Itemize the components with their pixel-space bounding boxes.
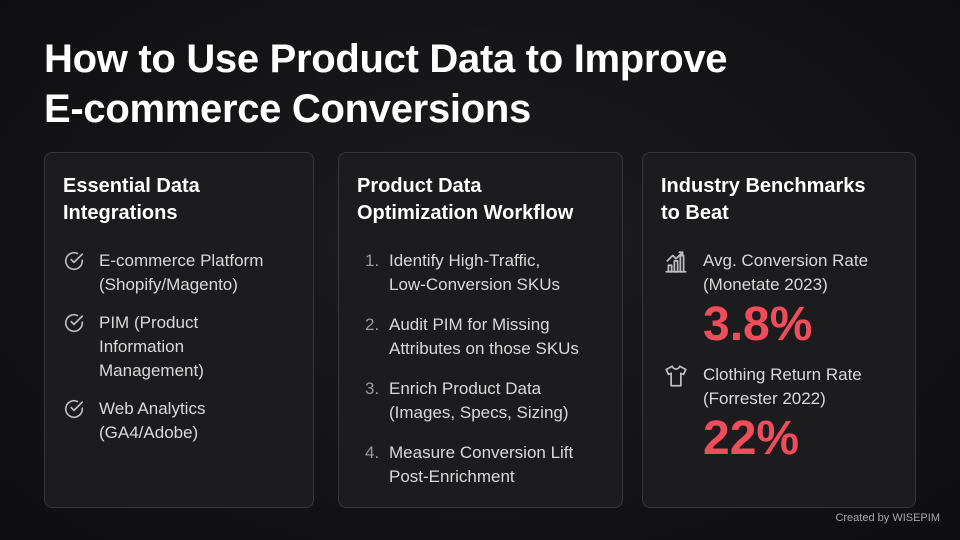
integration-item-line: E-commerce Platform — [99, 251, 264, 270]
step-text: Audit PIM for Missing Attributes on thos… — [389, 313, 579, 361]
step-line: Low-Conversion SKUs — [389, 275, 561, 294]
t-shirt-icon — [665, 365, 687, 387]
step-number: 4. — [365, 443, 380, 462]
workflow-steps-list: 1. Identify High-Traffic, Low-Conversion… — [357, 249, 604, 489]
step-line: Enrich Product Data — [389, 379, 542, 398]
step-line: Post-Enrichment — [389, 467, 515, 486]
benchmark-label-text: Avg. Conversion Rate (Monetate 2023) — [703, 249, 868, 297]
integration-item-ecommerce-platform: E-commerce Platform (Shopify/Magento) — [63, 249, 295, 297]
step-number: 1. — [365, 251, 380, 270]
integration-item-line: PIM (Product — [99, 313, 199, 332]
benchmark-return-rate: Clothing Return Rate (Forrester 2022) 22… — [661, 363, 897, 465]
integration-item-line: Management) — [99, 361, 204, 380]
step-line: Audit PIM for Missing — [389, 315, 550, 334]
benchmark-label-line: Clothing Return Rate — [703, 365, 862, 384]
benchmarks-list: Avg. Conversion Rate (Monetate 2023) 3.8… — [661, 249, 897, 465]
benchmark-label-text: Clothing Return Rate (Forrester 2022) — [703, 363, 862, 411]
integrations-title-line-1: Essential Data — [63, 175, 200, 197]
benchmarks-card-title: Industry Benchmarks to Beat — [661, 173, 897, 227]
workflow-card-title: Product Data Optimization Workflow — [357, 173, 604, 227]
benchmark-label-line: Avg. Conversion Rate — [703, 251, 869, 270]
integration-item-text: Web Analytics (GA4/Adobe) — [99, 397, 205, 445]
integration-item-web-analytics: Web Analytics (GA4/Adobe) — [63, 397, 295, 445]
step-line: (Images, Specs, Sizing) — [389, 403, 569, 422]
benchmark-value: 22% — [703, 412, 800, 465]
step-text: Measure Conversion Lift Post-Enrichment — [389, 441, 573, 489]
integration-item-text: PIM (Product Information Management) — [99, 311, 204, 383]
benchmarks-card: Industry Benchmarks to Beat Avg. Convers… — [642, 152, 916, 508]
workflow-title-line-2: Optimization Workflow — [357, 202, 574, 224]
step-number: 3. — [365, 379, 380, 398]
integration-item-text: E-commerce Platform (Shopify/Magento) — [99, 249, 263, 297]
integrations-card-title: Essential Data Integrations — [63, 173, 295, 227]
check-circle-icon — [64, 400, 84, 418]
integration-item-line: Information — [99, 337, 185, 356]
benchmarks-title-line-1: Industry Benchmarks — [661, 175, 866, 197]
credit-text: Created by WISEPIM — [835, 512, 940, 524]
benchmarks-title-line-2: to Beat — [661, 202, 729, 224]
page-title: How to Use Product Data to Improve E-com… — [44, 34, 904, 134]
page-title-line-2: E-commerce Conversions — [44, 87, 531, 131]
check-circle-icon — [64, 252, 84, 270]
integrations-card: Essential Data Integrations E-commerce P… — [44, 152, 314, 508]
integration-item-line: Web Analytics — [99, 399, 206, 418]
benchmark-label: Avg. Conversion Rate (Monetate 2023) — [661, 249, 897, 297]
workflow-step-1: 1. Identify High-Traffic, Low-Conversion… — [357, 249, 604, 297]
integration-item-pim: PIM (Product Information Management) — [63, 311, 295, 383]
step-text: Enrich Product Data (Images, Specs, Sizi… — [389, 377, 569, 425]
integrations-title-line-2: Integrations — [63, 202, 178, 224]
benchmark-label: Clothing Return Rate (Forrester 2022) — [661, 363, 897, 411]
step-number: 2. — [365, 315, 380, 334]
workflow-step-4: 4. Measure Conversion Lift Post-Enrichme… — [357, 441, 604, 489]
benchmark-conversion-rate: Avg. Conversion Rate (Monetate 2023) 3.8… — [661, 249, 897, 351]
step-line: Attributes on those SKUs — [389, 339, 579, 358]
benchmark-value: 3.8% — [703, 298, 813, 351]
integrations-list: E-commerce Platform (Shopify/Magento) PI… — [63, 249, 295, 445]
benchmark-label-line: (Forrester 2022) — [703, 389, 826, 408]
integration-item-line: (Shopify/Magento) — [99, 275, 238, 294]
step-text: Identify High-Traffic, Low-Conversion SK… — [389, 249, 560, 297]
workflow-title-line-1: Product Data — [357, 175, 482, 197]
bar-chart-growth-icon — [665, 251, 687, 273]
check-circle-icon — [64, 314, 84, 332]
workflow-step-2: 2. Audit PIM for Missing Attributes on t… — [357, 313, 604, 361]
benchmark-label-line: (Monetate 2023) — [703, 275, 828, 294]
workflow-step-3: 3. Enrich Product Data (Images, Specs, S… — [357, 377, 604, 425]
step-line: Identify High-Traffic, — [389, 251, 541, 270]
workflow-card: Product Data Optimization Workflow 1. Id… — [338, 152, 623, 508]
step-line: Measure Conversion Lift — [389, 443, 574, 462]
integration-item-line: (GA4/Adobe) — [99, 423, 199, 442]
page-title-line-1: How to Use Product Data to Improve — [44, 37, 728, 81]
